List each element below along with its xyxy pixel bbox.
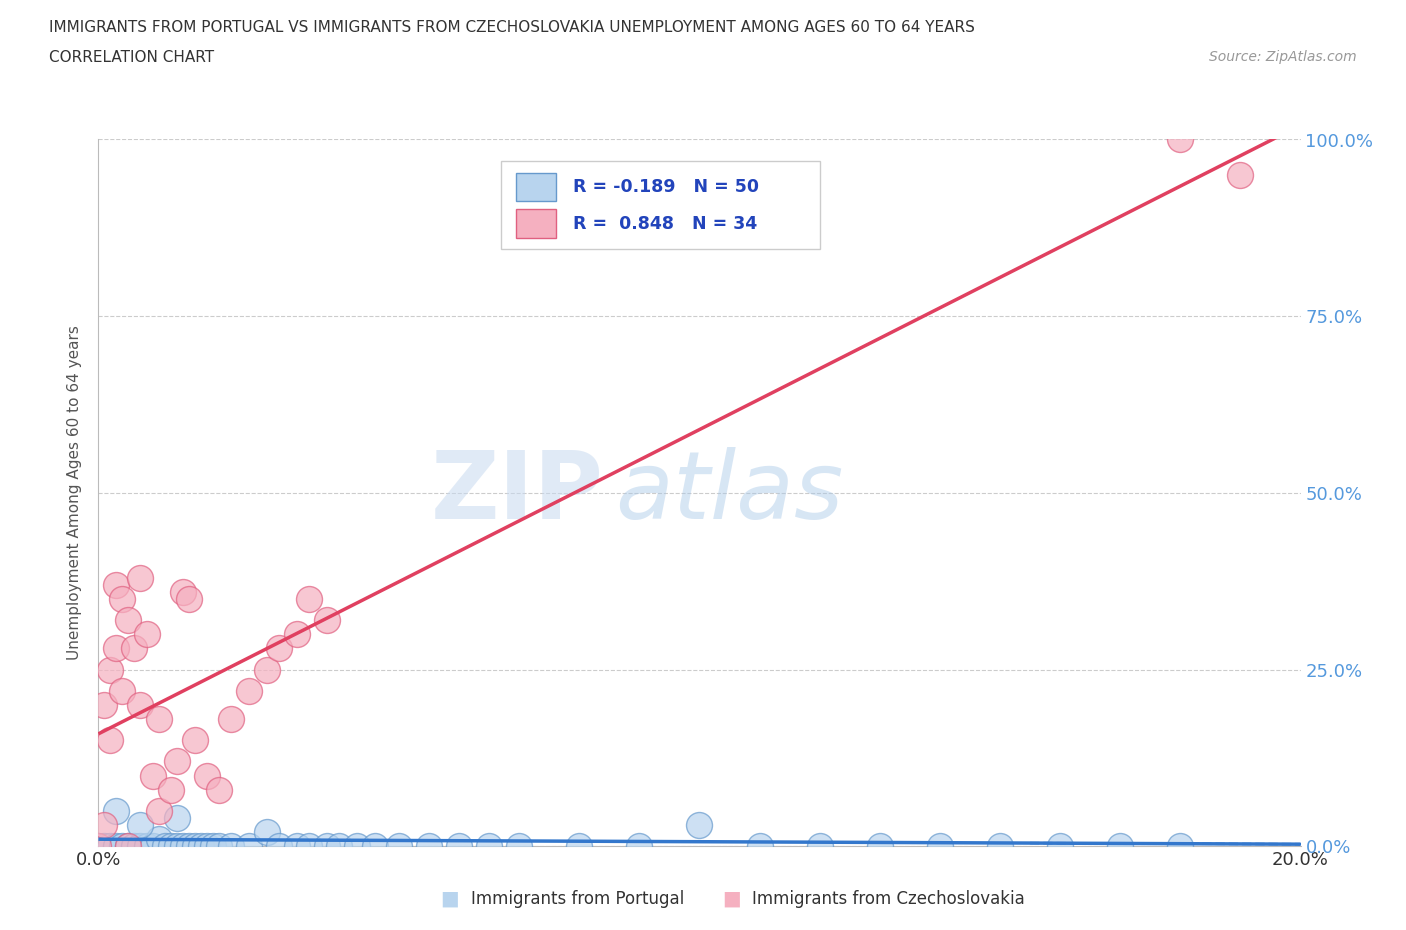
Point <box>117 839 139 854</box>
Point <box>256 825 278 840</box>
Point <box>267 839 290 854</box>
Text: Source: ZipAtlas.com: Source: ZipAtlas.com <box>1209 50 1357 64</box>
Point <box>166 839 188 854</box>
Point <box>141 768 163 783</box>
Point <box>208 839 231 854</box>
Point <box>298 591 321 606</box>
Point <box>869 839 891 854</box>
Point <box>628 839 651 854</box>
Point <box>238 839 260 854</box>
Point <box>93 817 115 832</box>
Point <box>172 584 194 599</box>
Text: CORRELATION CHART: CORRELATION CHART <box>49 50 214 65</box>
Point <box>508 839 530 854</box>
Point <box>1229 167 1251 182</box>
Point <box>105 641 128 656</box>
Point <box>135 627 157 642</box>
Point <box>195 768 218 783</box>
Point <box>129 817 152 832</box>
Text: Immigrants from Portugal: Immigrants from Portugal <box>471 890 685 909</box>
Point <box>177 591 200 606</box>
Point <box>208 782 231 797</box>
Point <box>346 839 368 854</box>
Point <box>183 733 205 748</box>
Point <box>124 839 146 854</box>
Point <box>166 811 188 826</box>
Point <box>447 839 470 854</box>
Point <box>748 839 770 854</box>
Point <box>148 831 170 846</box>
FancyBboxPatch shape <box>516 209 557 238</box>
Point <box>1170 839 1192 854</box>
Point <box>111 591 134 606</box>
Point <box>219 711 242 726</box>
Point <box>172 839 194 854</box>
Point <box>285 627 308 642</box>
Text: R = -0.189   N = 50: R = -0.189 N = 50 <box>574 178 759 196</box>
Point <box>129 839 152 854</box>
Point <box>124 641 146 656</box>
Point <box>100 662 122 677</box>
Point <box>159 839 181 854</box>
Point <box>315 613 337 628</box>
Text: Immigrants from Czechoslovakia: Immigrants from Czechoslovakia <box>752 890 1025 909</box>
Point <box>256 662 278 677</box>
Point <box>808 839 831 854</box>
Point <box>238 684 260 698</box>
Point <box>135 839 157 854</box>
Point <box>148 711 170 726</box>
Point <box>689 817 711 832</box>
FancyBboxPatch shape <box>516 173 557 201</box>
Point <box>568 839 591 854</box>
Point <box>1170 132 1192 147</box>
Point <box>100 839 122 854</box>
Point <box>105 578 128 592</box>
Point <box>1049 839 1071 854</box>
Point <box>478 839 501 854</box>
Point <box>201 839 224 854</box>
Y-axis label: Unemployment Among Ages 60 to 64 years: Unemployment Among Ages 60 to 64 years <box>67 326 83 660</box>
Point <box>153 839 176 854</box>
Point <box>141 839 163 854</box>
Point <box>285 839 308 854</box>
Point <box>388 839 411 854</box>
Point <box>219 839 242 854</box>
Text: R =  0.848   N = 34: R = 0.848 N = 34 <box>574 215 758 232</box>
Point <box>93 839 115 854</box>
Point <box>148 804 170 818</box>
Point <box>177 839 200 854</box>
Point <box>267 641 290 656</box>
Point <box>129 698 152 712</box>
Point <box>364 839 387 854</box>
Point <box>929 839 952 854</box>
Point <box>129 570 152 585</box>
Point <box>87 839 110 854</box>
Text: atlas: atlas <box>616 447 844 538</box>
FancyBboxPatch shape <box>501 161 820 249</box>
Point <box>111 684 134 698</box>
Point <box>190 839 212 854</box>
Point <box>315 839 337 854</box>
Point <box>100 733 122 748</box>
Point <box>183 839 205 854</box>
Point <box>328 839 350 854</box>
Text: IMMIGRANTS FROM PORTUGAL VS IMMIGRANTS FROM CZECHOSLOVAKIA UNEMPLOYMENT AMONG AG: IMMIGRANTS FROM PORTUGAL VS IMMIGRANTS F… <box>49 20 976 35</box>
Point <box>159 782 181 797</box>
Point <box>117 613 139 628</box>
Point <box>105 804 128 818</box>
Point <box>418 839 440 854</box>
Point <box>195 839 218 854</box>
Point <box>111 839 134 854</box>
Text: ZIP: ZIP <box>430 447 603 538</box>
Point <box>105 839 128 854</box>
Text: ▪: ▪ <box>440 884 460 914</box>
Point <box>93 698 115 712</box>
Text: ▪: ▪ <box>721 884 741 914</box>
Point <box>87 839 110 854</box>
Point <box>298 839 321 854</box>
Point <box>988 839 1011 854</box>
Point <box>1109 839 1132 854</box>
Point <box>117 839 139 854</box>
Point <box>166 754 188 769</box>
